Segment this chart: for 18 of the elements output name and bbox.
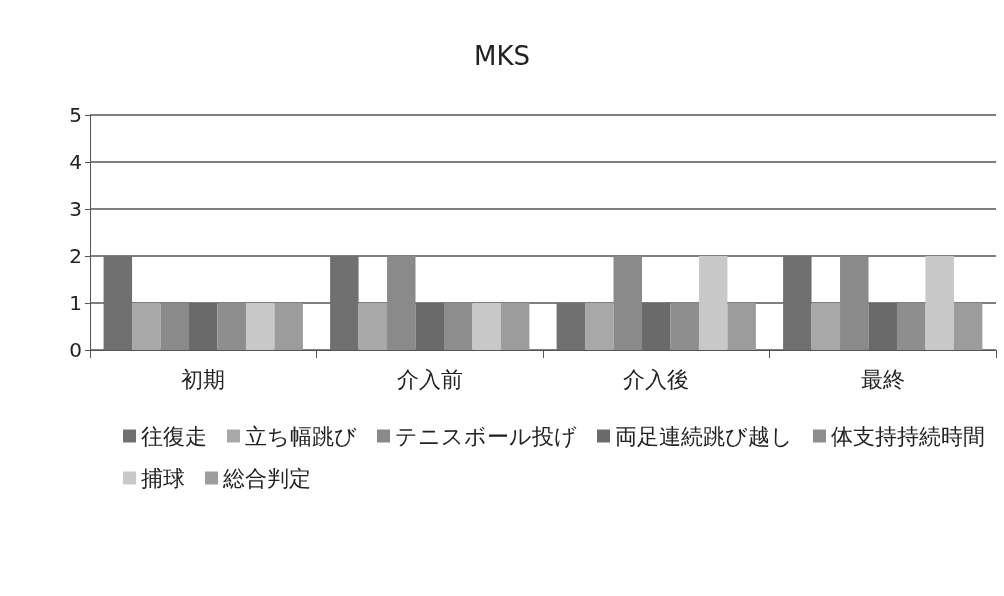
legend-label: 両足連続跳び越し xyxy=(615,423,793,449)
x-tick-label: 介入後 xyxy=(623,366,690,392)
y-tick-label: 2 xyxy=(69,244,82,268)
legend-label: 体支持持続時間 xyxy=(831,423,985,449)
x-tick-label: 介入前 xyxy=(396,366,463,392)
y-tick-label: 3 xyxy=(69,197,82,221)
x-tick-label: 初期 xyxy=(181,366,226,392)
legend-label: 立ち幅跳び xyxy=(245,423,357,449)
y-tick-label: 0 xyxy=(69,338,82,362)
legend-label: 捕球 xyxy=(141,465,185,491)
legend-label: 総合判定 xyxy=(222,465,311,491)
legend-label: 往復走 xyxy=(141,423,207,449)
chart-title: MKS xyxy=(474,41,530,71)
y-tick-label: 5 xyxy=(69,103,82,127)
x-tick-label: 最終 xyxy=(860,366,905,392)
legend-label: テニスボール投げ xyxy=(395,423,577,449)
y-tick-label: 1 xyxy=(69,291,82,315)
y-tick-label: 4 xyxy=(69,150,82,174)
